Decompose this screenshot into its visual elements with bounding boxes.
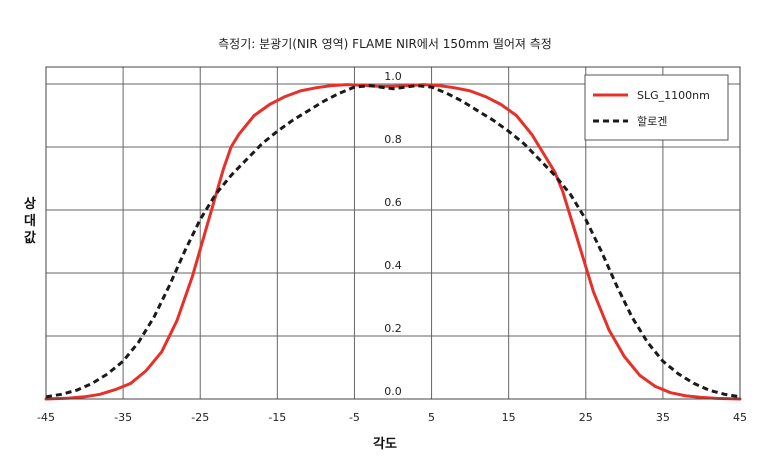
x-axis-label: 각도 — [373, 437, 397, 452]
x-tick-label: -35 — [114, 411, 132, 424]
tick-labels: -45 -35 -25 -15 -5 5 15 25 35 45 0.0 0.2 0.4 0.6 0.8 1.… — [37, 70, 747, 424]
y-tick-label: 0.0 — [384, 385, 402, 398]
chart-title: 측정기: 분광기(NIR 영역) FLAME NIR에서 150mm 떨어져 측… — [218, 37, 552, 51]
x-tick-label: 45 — [733, 411, 747, 424]
x-tick-label: 25 — [579, 411, 593, 424]
x-tick-label: -25 — [191, 411, 209, 424]
legend: SLG_1100nm 할로겐 — [584, 74, 729, 141]
y-axis-label-char: 대 — [24, 214, 36, 229]
series-lines — [44, 83, 742, 401]
series-line-0 — [44, 83, 742, 401]
legend-box — [584, 74, 729, 141]
x-tick-label: -45 — [37, 411, 55, 424]
x-tick-label: 15 — [502, 411, 516, 424]
y-tick-label: 0.8 — [384, 133, 402, 146]
series-line-1 — [45, 84, 741, 399]
x-tick-label: -15 — [268, 411, 286, 424]
x-tick-label: 5 — [428, 411, 435, 424]
y-tick-label: 0.4 — [384, 259, 402, 272]
plot-border — [45, 66, 741, 400]
y-tick-label: 0.6 — [384, 196, 402, 209]
y-axis-label-char: 상 — [24, 197, 36, 212]
legend-label-slg: SLG_1100nm — [637, 89, 710, 102]
y-axis-label-char: 값 — [24, 231, 36, 246]
legend-label-halogen: 할로겐 — [637, 115, 667, 128]
x-tick-label: 35 — [656, 411, 670, 424]
x-tick-label: -5 — [349, 411, 360, 424]
y-tick-label: 1.0 — [384, 70, 402, 83]
y-tick-label: 0.2 — [384, 322, 402, 335]
